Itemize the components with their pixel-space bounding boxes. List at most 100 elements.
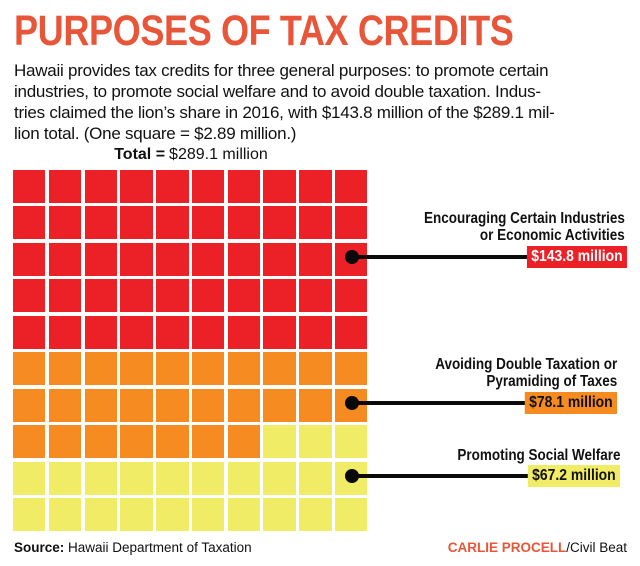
waffle-square [84,315,117,349]
waffle-square [227,352,261,386]
waffle-square [156,388,189,422]
waffle-square [227,242,261,276]
callout-value-social-welfare: $67.2 million [527,465,620,487]
waffle-square [191,352,225,386]
waffle-square [156,315,189,349]
callout-dot-double-taxation [345,396,359,410]
waffle-square [299,170,332,203]
waffle-square [227,170,261,203]
waffle-square [120,315,153,349]
waffle-square [48,242,82,276]
waffle-square [13,352,46,386]
waffle-square [263,170,296,203]
waffle-square [227,388,261,422]
waffle-square [191,461,225,495]
total-label-bold: Total = [114,146,166,163]
source-text: Hawaii Department of Taxation [64,540,252,555]
waffle-square [13,206,46,240]
waffle-square [48,425,82,459]
waffle-square [84,170,117,203]
source-label: Source: [14,540,65,555]
waffle-square [263,461,296,495]
waffle-square [48,170,82,203]
waffle-square [191,498,225,532]
waffle-total-label: Total = $289.1 million [13,146,369,164]
waffle-square [299,498,332,532]
waffle-square [48,388,82,422]
waffle-square [227,206,261,240]
callout-line-double-taxation [352,401,528,405]
waffle-square [13,315,46,349]
waffle-square [227,461,261,495]
waffle-square [13,279,46,313]
waffle-square [191,206,225,240]
credit-line: CARLIE PROCELL/Civil Beat [448,540,627,555]
waffle-square [263,425,296,459]
waffle-square [335,498,368,532]
waffle-square [84,242,117,276]
waffle-square [263,352,296,386]
waffle-square [156,352,189,386]
waffle-square [84,279,117,313]
waffle-square [120,425,153,459]
waffle-square [13,388,46,422]
waffle-square [120,352,153,386]
waffle-square [335,425,368,459]
waffle-square [48,352,82,386]
waffle-square [48,461,82,495]
callout-dot-industries [345,250,359,264]
waffle-square [120,498,153,532]
waffle-square [48,206,82,240]
waffle-square [48,498,82,532]
waffle-square [84,352,117,386]
waffle-square [84,388,117,422]
waffle-square [120,206,153,240]
waffle-square [13,461,46,495]
callout-line-social-welfare [352,474,528,478]
waffle-square [156,279,189,313]
page-title: PURPOSES OF TAX CREDITS [14,7,514,55]
callout-label-double-taxation: Avoiding Double Taxation or Pyramiding o… [434,356,617,390]
credit-org: /Civil Beat [566,540,627,555]
waffle-square [156,170,189,203]
waffle-square [84,461,117,495]
waffle-square [156,425,189,459]
callout-label-industries: Encouraging Certain Industries or Econom… [424,210,625,244]
waffle-square [299,206,332,240]
waffle-square [299,352,332,386]
waffle-square [299,461,332,495]
waffle-square [299,425,332,459]
waffle-grid [13,170,368,532]
waffle-square [120,388,153,422]
credit-author: CARLIE PROCELL [447,540,567,555]
waffle-square [335,352,368,386]
waffle-square [335,170,368,203]
waffle-square [191,242,225,276]
callout-label-social-welfare: Promoting Social Welfare [456,447,620,464]
waffle-square [120,242,153,276]
waffle-square [191,425,225,459]
waffle-square [227,498,261,532]
waffle-square [120,461,153,495]
callout-value-industries: $143.8 million [527,246,627,268]
waffle-square [263,279,296,313]
waffle-square [156,206,189,240]
waffle-square [263,498,296,532]
callout-line-industries [352,255,528,259]
waffle-square [13,170,46,203]
waffle-square [84,498,117,532]
waffle-square [335,206,368,240]
waffle-square [191,388,225,422]
waffle-square [84,425,117,459]
waffle-square [84,206,117,240]
waffle-square [227,279,261,313]
waffle-square [191,315,225,349]
waffle-square [263,315,296,349]
waffle-square [299,315,332,349]
intro-paragraph: Hawaii provides tax credits for three ge… [14,61,555,143]
waffle-square [191,170,225,203]
waffle-square [335,315,368,349]
waffle-square [13,425,46,459]
waffle-square [120,170,153,203]
waffle-square [299,388,332,422]
